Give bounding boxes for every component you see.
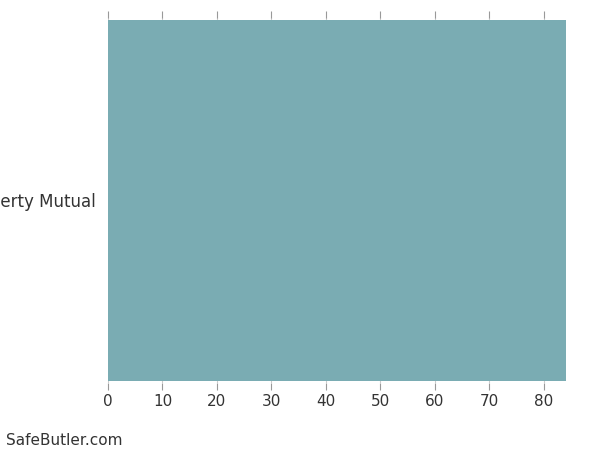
Text: SafeButler.com: SafeButler.com bbox=[6, 433, 122, 448]
